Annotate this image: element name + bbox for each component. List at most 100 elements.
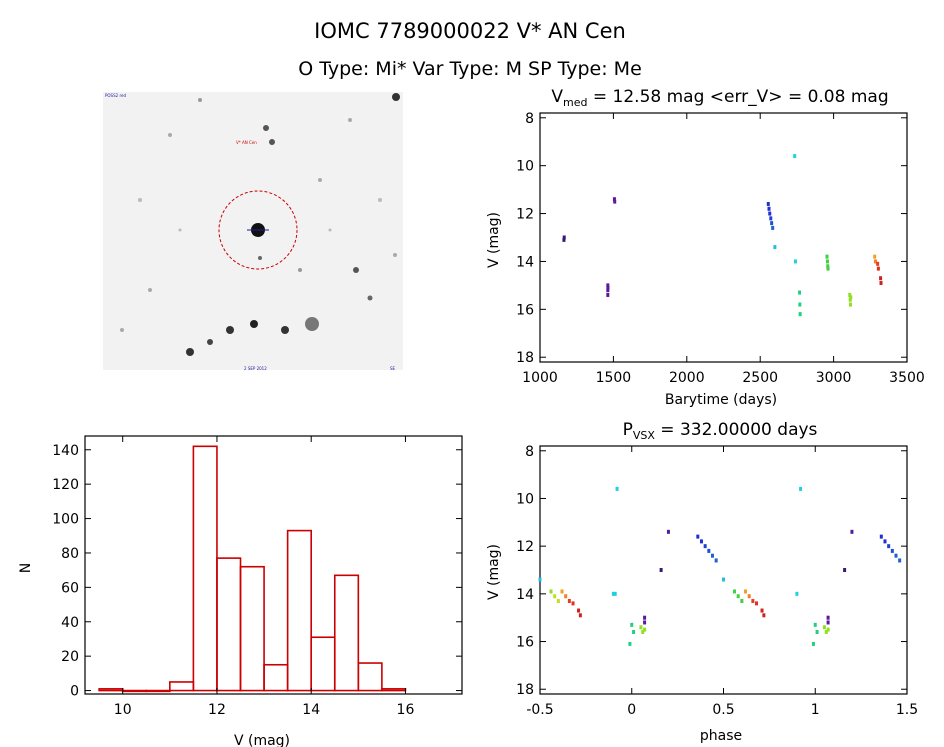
phased-point — [795, 591, 799, 596]
phased-point — [641, 630, 645, 634]
lightcurve-point — [825, 254, 829, 259]
histogram-bar — [192, 445, 218, 692]
phased-frame — [539, 445, 908, 695]
phased-point — [822, 625, 826, 630]
phased-point — [556, 599, 560, 603]
histogram-bar — [239, 565, 265, 692]
phased-point — [813, 622, 817, 627]
histogram-ytick-label: 100 — [52, 512, 79, 528]
phased-point — [824, 630, 828, 634]
sky-star — [348, 118, 352, 122]
lightcurve-point — [766, 201, 770, 206]
phased-point — [630, 622, 634, 627]
lightcurve-frame — [539, 112, 908, 363]
histogram-ytick-label: 20 — [61, 649, 79, 665]
phased-point — [628, 641, 632, 646]
phased-title: PVSX = 332.00000 days — [623, 420, 818, 442]
phased-point — [567, 599, 571, 603]
phased-point — [744, 589, 748, 594]
lightcurve-point — [773, 245, 777, 250]
phased-xtick-label: -0.5 — [526, 702, 553, 718]
lightcurve-point — [793, 259, 797, 264]
phased-point — [615, 486, 619, 491]
lightcurve-point — [826, 264, 830, 269]
sky-stars — [120, 93, 400, 356]
lightcurve-point — [770, 221, 774, 226]
sky-star — [186, 348, 194, 356]
histogram-bar — [357, 662, 383, 692]
phased-point — [747, 594, 751, 599]
sky-star — [138, 198, 142, 202]
phased-point — [894, 553, 898, 558]
histogram-bar — [310, 636, 336, 692]
lightcurve-point — [606, 285, 610, 290]
phased-point — [898, 558, 902, 563]
lightcurve-point — [873, 254, 877, 259]
histogram-xtick-label: 10 — [114, 702, 132, 718]
lightcurve-ytick-label: 18 — [516, 350, 534, 366]
lightcurve-point — [876, 266, 880, 271]
sky-star — [269, 139, 275, 145]
phased-point — [710, 553, 714, 558]
phased-point — [799, 486, 803, 491]
sky-star — [250, 320, 258, 328]
figure-title: IOMC 7789000022 V* AN Cen — [314, 19, 626, 43]
histogram-xlabel: V (mag) — [234, 733, 290, 747]
sky-star — [392, 93, 400, 101]
phased-ytick-label: 14 — [516, 587, 534, 603]
histogram-ylabel: N — [18, 563, 34, 573]
sky-image: POSS2 red V* AN Cen 2 SEP 2012 SE — [103, 92, 403, 371]
lightcurve-ytick-label: 12 — [516, 207, 534, 223]
lightcurve-xtick-label: 3500 — [889, 370, 925, 386]
histogram-xtick-label: 16 — [397, 702, 415, 718]
target-circle — [218, 190, 298, 270]
histogram-bar — [145, 689, 171, 693]
lightcurve-point — [562, 235, 566, 240]
sky-star — [281, 326, 289, 334]
phased-point — [643, 627, 647, 632]
lightcurve-ytick-label: 8 — [525, 111, 534, 127]
phased-point — [643, 620, 647, 625]
phased-ytick-label: 8 — [525, 444, 534, 460]
phased-ytick-label: 16 — [516, 635, 534, 651]
lightcurve-point — [848, 297, 852, 302]
phased-point — [879, 534, 883, 539]
phased-ylabel: V (mag) — [486, 544, 502, 600]
lightcurve-point — [876, 261, 880, 266]
lightcurve-xtick-label: 3000 — [816, 370, 852, 386]
phased-point — [883, 539, 887, 544]
histogram-frame — [84, 435, 463, 695]
lightcurve-xtick-label: 1500 — [596, 370, 632, 386]
phased-point — [736, 594, 740, 599]
sky-star — [305, 317, 319, 331]
phased-point — [826, 620, 830, 625]
sky-label-target: V* AN Cen — [236, 140, 257, 145]
histogram-ytick-label: 120 — [52, 477, 79, 493]
phased-point — [699, 539, 703, 544]
phased-point — [560, 589, 564, 594]
sky-star — [353, 267, 359, 273]
lightcurve-point — [562, 237, 566, 242]
lightcurve-point — [612, 197, 616, 202]
phased-xtick-label: 1.5 — [896, 702, 918, 718]
lightcurve-point — [793, 154, 797, 159]
histogram-ytick-label: 0 — [70, 684, 79, 700]
histogram-bar — [286, 529, 313, 692]
sky-star — [148, 288, 152, 292]
phased-point — [887, 544, 891, 549]
phased-point — [564, 594, 568, 599]
phased-point — [722, 577, 725, 582]
lightcurve-point — [848, 302, 852, 307]
lightcurve-xlabel: Barytime (days) — [665, 392, 777, 408]
lightcurve-point — [826, 266, 830, 271]
phased-point — [538, 577, 542, 582]
sky-star — [298, 268, 302, 272]
lightcurve-ytick-label: 10 — [516, 159, 534, 175]
lightcurve-point — [798, 302, 802, 307]
phased-point — [707, 548, 711, 553]
phased-point — [826, 627, 830, 632]
phased-xlabel: phase — [700, 728, 742, 744]
lightcurve-point — [798, 290, 802, 295]
lightcurve-ytick-label: 14 — [516, 254, 534, 270]
